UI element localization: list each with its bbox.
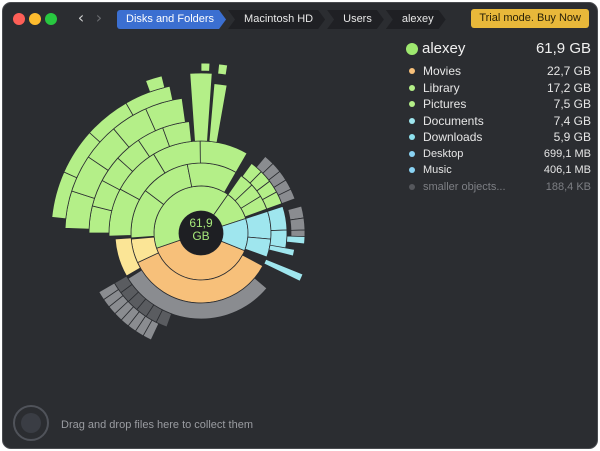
sunburst-segment[interactable] — [289, 217, 306, 231]
minimize-window-button[interactable] — [29, 13, 41, 25]
breadcrumb-macintosh-hd[interactable]: Macintosh HD — [228, 10, 325, 29]
sunburst-segment[interactable] — [200, 62, 211, 72]
legend-item-size: 5,9 GB — [553, 130, 591, 144]
legend-item[interactable]: Documents 7,4 GB — [403, 113, 593, 130]
sunburst-segment[interactable] — [263, 258, 304, 282]
sunburst-segment[interactable] — [244, 236, 272, 258]
legend-item-size: 406,1 MB — [543, 164, 591, 176]
sunburst-segment[interactable] — [217, 63, 229, 76]
legend-item-name: Pictures — [423, 97, 467, 111]
breadcrumb-disks-and-folders[interactable]: Disks and Folders — [117, 10, 226, 29]
sunburst-segment[interactable] — [267, 205, 288, 231]
sunburst-center-label[interactable]: 61,9 GB — [171, 217, 231, 243]
legend-dot-icon — [409, 117, 415, 124]
close-window-button[interactable] — [13, 13, 25, 25]
legend-item-name: Documents — [423, 113, 484, 128]
legend-dot-icon — [409, 183, 415, 190]
legend-item-size: 188,4 KB — [545, 180, 591, 193]
sunburst-segment[interactable] — [286, 235, 306, 245]
legend-item-name: Downloads — [423, 130, 483, 144]
titlebar: ‹ › Disks and Folders Macintosh HD Users… — [3, 3, 597, 35]
legend-item[interactable]: smaller objects... 188,4 KB — [403, 179, 593, 196]
collector-drop-zone[interactable] — [13, 405, 49, 441]
legend-item-name: Music — [423, 164, 452, 176]
legend-item[interactable]: Library 17,2 GB — [403, 80, 593, 97]
current-folder-name: alexey — [422, 40, 466, 57]
sunburst-segment[interactable] — [145, 75, 166, 93]
legend-item-size: 22,7 GB — [546, 64, 591, 78]
legend-item[interactable]: Downloads 5,9 GB — [403, 129, 593, 146]
legend-item[interactable]: Music 406,1 MB — [403, 162, 593, 179]
sunburst-segment[interactable] — [98, 282, 120, 301]
sunburst-segment[interactable] — [125, 85, 174, 116]
center-total-unit: GB — [192, 229, 210, 243]
legend-item-size: 17,2 GB — [546, 80, 591, 95]
legend-item-name: Movies — [423, 64, 462, 78]
sunburst-segment[interactable] — [277, 188, 296, 205]
legend-dot-icon — [409, 167, 415, 173]
forward-arrow-icon[interactable]: › — [95, 8, 103, 27]
trial-buy-now-button[interactable]: Trial mode. Buy Now — [471, 9, 589, 28]
legend-header[interactable]: alexey 61,9 GB — [403, 37, 593, 63]
legend-dot-icon — [409, 84, 415, 91]
legend-item[interactable]: Desktop 699,1 MB — [403, 146, 593, 163]
sunburst-segment[interactable] — [114, 237, 141, 277]
breadcrumb-users[interactable]: Users — [327, 10, 384, 29]
legend-item-size: 7,5 GB — [553, 97, 591, 111]
collector-icon — [21, 413, 41, 433]
legend-dot-icon — [409, 101, 415, 107]
drop-hint-text: Drag and drop files here to collect them — [61, 419, 253, 431]
sunburst-segment[interactable] — [208, 83, 228, 143]
legend-dot-icon — [409, 134, 415, 140]
sunburst-segment[interactable] — [268, 244, 296, 257]
legend-item[interactable]: Movies 22,7 GB — [403, 63, 593, 80]
legend-item-name: smaller objects... — [423, 180, 506, 193]
zoom-window-button[interactable] — [45, 13, 57, 25]
legend-panel: alexey 61,9 GB Movies 22,7 GB Library 17… — [403, 37, 593, 195]
breadcrumb: Disks and Folders Macintosh HD Users ale… — [117, 10, 448, 29]
legend-item-name: Desktop — [423, 147, 464, 160]
legend-item-size: 7,4 GB — [553, 113, 591, 128]
sunburst-segment[interactable] — [189, 72, 213, 142]
sunburst-chart[interactable] — [3, 35, 403, 365]
breadcrumb-alexey[interactable]: alexey — [386, 10, 446, 29]
legend-dot-icon — [409, 68, 415, 74]
current-folder-size: 61,9 GB — [535, 40, 591, 57]
legend-dot-icon — [409, 150, 415, 157]
center-total-value: 61,9 — [189, 216, 213, 230]
legend-item-name: Library — [423, 80, 460, 95]
sunburst-center[interactable] — [179, 211, 223, 255]
legend-item[interactable]: Pictures 7,5 GB — [403, 96, 593, 113]
folder-color-dot-icon — [406, 43, 418, 55]
legend-item-size: 699,1 MB — [543, 147, 591, 160]
back-arrow-icon[interactable]: ‹ — [77, 8, 85, 27]
